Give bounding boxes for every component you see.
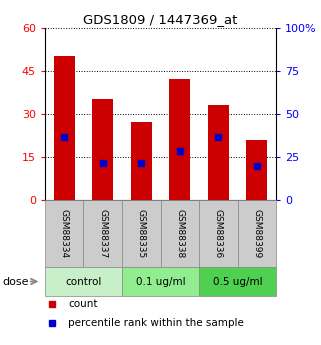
Text: dose: dose xyxy=(2,277,29,286)
Bar xyxy=(92,99,113,200)
Text: GSM88338: GSM88338 xyxy=(175,209,184,258)
Bar xyxy=(238,200,276,267)
Text: control: control xyxy=(65,277,102,286)
Bar xyxy=(45,200,83,267)
Bar xyxy=(169,79,190,200)
Text: GSM88399: GSM88399 xyxy=(252,209,261,258)
Bar xyxy=(122,200,160,267)
Text: 0.5 ug/ml: 0.5 ug/ml xyxy=(213,277,262,286)
Bar xyxy=(122,267,199,296)
Bar xyxy=(208,105,229,200)
Text: count: count xyxy=(68,299,98,309)
Bar xyxy=(160,200,199,267)
Bar xyxy=(83,200,122,267)
Bar xyxy=(45,267,122,296)
Bar xyxy=(199,200,238,267)
Text: GSM88334: GSM88334 xyxy=(60,209,69,258)
Bar xyxy=(246,140,267,200)
Title: GDS1809 / 1447369_at: GDS1809 / 1447369_at xyxy=(83,13,238,27)
Bar xyxy=(199,267,276,296)
Text: GSM88337: GSM88337 xyxy=(98,209,107,258)
Bar xyxy=(54,56,75,200)
Text: GSM88335: GSM88335 xyxy=(137,209,146,258)
Text: GSM88336: GSM88336 xyxy=(214,209,223,258)
Text: 0.1 ug/ml: 0.1 ug/ml xyxy=(136,277,185,286)
Bar xyxy=(131,122,152,200)
Text: percentile rank within the sample: percentile rank within the sample xyxy=(68,318,244,328)
